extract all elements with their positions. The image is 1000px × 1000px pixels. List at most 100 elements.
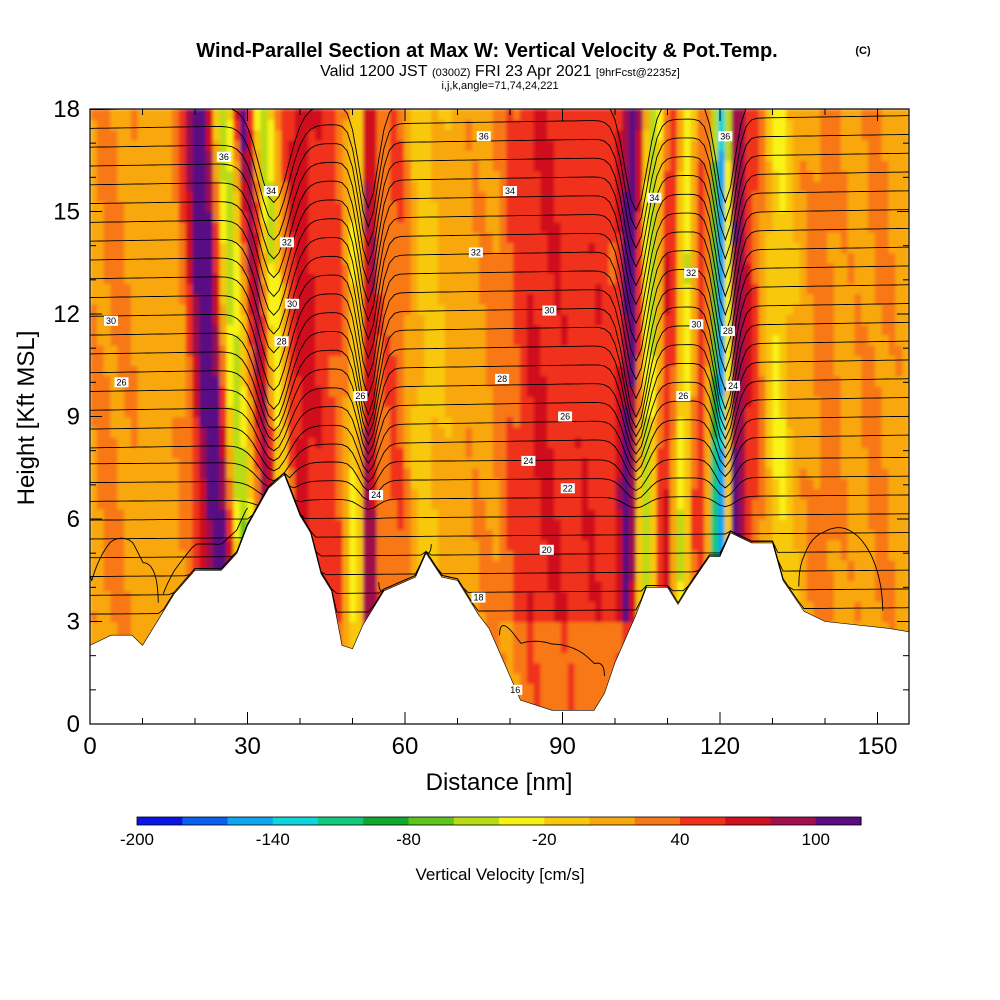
velocity-cell bbox=[363, 232, 371, 244]
velocity-cell bbox=[431, 508, 439, 520]
velocity-cell bbox=[137, 385, 146, 397]
velocity-cell bbox=[390, 467, 398, 479]
velocity-cell bbox=[274, 467, 282, 479]
velocity-cell bbox=[608, 631, 617, 643]
velocity-cell bbox=[540, 478, 549, 490]
velocity-cell bbox=[438, 416, 446, 428]
velocity-cell bbox=[458, 549, 467, 561]
velocity-cell bbox=[451, 314, 460, 326]
velocity-cell bbox=[103, 416, 112, 428]
velocity-cell bbox=[465, 221, 473, 233]
velocity-cell bbox=[581, 457, 590, 469]
velocity-cell bbox=[185, 119, 194, 131]
velocity-cell bbox=[465, 498, 473, 510]
velocity-cell bbox=[335, 170, 344, 182]
velocity-cell bbox=[403, 170, 412, 182]
velocity-cell bbox=[110, 467, 119, 479]
velocity-cell bbox=[588, 303, 596, 315]
velocity-cell bbox=[588, 150, 596, 162]
velocity-cell bbox=[315, 232, 323, 244]
velocity-cell bbox=[253, 180, 262, 192]
velocity-cell bbox=[158, 201, 166, 213]
velocity-cell bbox=[403, 344, 412, 356]
velocity-cell bbox=[390, 191, 398, 203]
velocity-cell bbox=[315, 457, 323, 469]
velocity-cell bbox=[526, 539, 535, 551]
velocity-cell bbox=[560, 498, 569, 510]
velocity-cell bbox=[403, 262, 412, 274]
velocity-cell bbox=[301, 324, 310, 336]
velocity-cell bbox=[185, 467, 194, 479]
velocity-cell bbox=[533, 129, 542, 141]
velocity-cell bbox=[554, 478, 562, 490]
velocity-cell bbox=[403, 396, 412, 408]
velocity-cell bbox=[376, 211, 385, 223]
velocity-cell bbox=[90, 426, 98, 438]
velocity-cell bbox=[328, 283, 337, 295]
velocity-cell bbox=[342, 611, 351, 623]
velocity-cell bbox=[315, 314, 323, 326]
velocity-cell bbox=[335, 539, 344, 551]
velocity-cell bbox=[636, 488, 644, 500]
velocity-cell bbox=[595, 642, 603, 654]
velocity-cell bbox=[540, 232, 549, 244]
velocity-cell bbox=[519, 621, 528, 633]
velocity-cell bbox=[171, 560, 180, 572]
velocity-cell bbox=[554, 590, 562, 602]
velocity-cell bbox=[417, 170, 426, 182]
velocity-cell bbox=[171, 242, 180, 254]
velocity-cell bbox=[410, 406, 419, 418]
velocity-cell bbox=[185, 293, 194, 305]
velocity-cell bbox=[540, 355, 549, 367]
velocity-cell bbox=[335, 283, 344, 295]
velocity-cell bbox=[397, 324, 405, 336]
velocity-cell bbox=[513, 621, 521, 633]
velocity-cell bbox=[206, 232, 214, 244]
velocity-cell bbox=[178, 191, 187, 203]
velocity-cell bbox=[458, 273, 467, 285]
velocity-cell bbox=[588, 119, 596, 131]
velocity-cell bbox=[363, 467, 371, 479]
velocity-cell bbox=[608, 437, 617, 449]
velocity-cell bbox=[581, 191, 590, 203]
velocity-cell bbox=[642, 416, 651, 428]
velocity-cell bbox=[438, 273, 446, 285]
velocity-cell bbox=[219, 119, 228, 131]
velocity-cell bbox=[526, 232, 535, 244]
velocity-cell bbox=[540, 150, 549, 162]
velocity-cell bbox=[608, 232, 617, 244]
velocity-cell bbox=[212, 519, 221, 531]
velocity-cell bbox=[363, 560, 371, 572]
velocity-cell bbox=[226, 314, 235, 326]
velocity-cell bbox=[444, 221, 453, 233]
velocity-cell bbox=[479, 396, 487, 408]
velocity-cell bbox=[151, 355, 160, 367]
velocity-cell bbox=[110, 119, 119, 131]
velocity-cell bbox=[233, 416, 241, 428]
velocity-cell bbox=[253, 344, 262, 356]
velocity-cell bbox=[137, 262, 146, 274]
velocity-cell bbox=[438, 375, 446, 387]
velocity-cell bbox=[519, 683, 528, 695]
velocity-cell bbox=[403, 252, 412, 264]
velocity-cell bbox=[588, 447, 596, 459]
velocity-cell bbox=[322, 139, 330, 151]
velocity-cell bbox=[356, 396, 364, 408]
velocity-cell bbox=[519, 344, 528, 356]
velocity-cell bbox=[130, 580, 139, 592]
velocity-cell bbox=[581, 406, 590, 418]
velocity-cell bbox=[199, 119, 207, 131]
velocity-cell bbox=[144, 590, 153, 602]
velocity-cell bbox=[267, 478, 276, 490]
velocity-cell bbox=[151, 191, 160, 203]
velocity-cell bbox=[526, 221, 535, 233]
velocity-cell bbox=[519, 221, 528, 233]
velocity-cell bbox=[253, 447, 262, 459]
velocity-cell bbox=[212, 129, 221, 141]
velocity-cell bbox=[417, 139, 426, 151]
velocity-cell bbox=[349, 396, 357, 408]
velocity-cell bbox=[485, 406, 494, 418]
velocity-cell bbox=[342, 529, 351, 541]
velocity-cell bbox=[301, 426, 310, 438]
velocity-cell bbox=[472, 355, 480, 367]
